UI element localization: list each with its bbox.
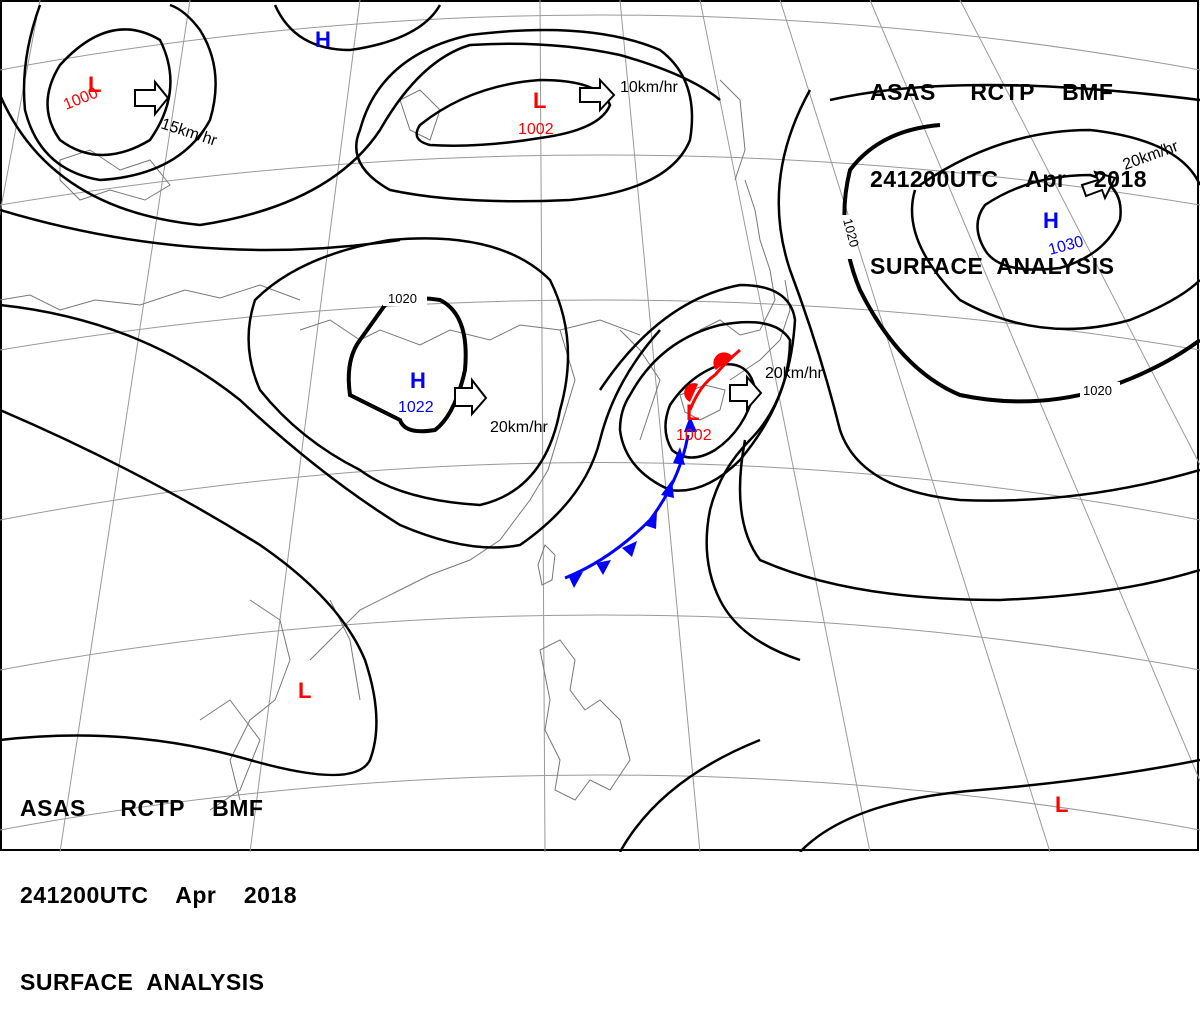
isobar-north-wide bbox=[0, 208, 401, 252]
isobar-pacific-outer3 bbox=[738, 439, 1200, 602]
header-bottom-line1: ASAS RCTP BMF bbox=[20, 795, 264, 821]
motion-arrows bbox=[134, 77, 1117, 417]
isobar-north-inner bbox=[415, 78, 612, 147]
header-bottom: ASAS RCTP BMF 241200UTC Apr 2018 SURFACE… bbox=[20, 736, 297, 1026]
isobar-label-china: 1020 bbox=[388, 291, 417, 306]
isobar-se bbox=[799, 758, 1200, 852]
isobar-china-1020 bbox=[346, 296, 468, 434]
longitude-lines bbox=[0, 0, 1200, 852]
low-symbol-north: L bbox=[533, 88, 546, 113]
arrow-high-pacific bbox=[1080, 170, 1117, 201]
high-symbol-top: H bbox=[315, 27, 331, 52]
header-bottom-line3: SURFACE ANALYSIS bbox=[20, 969, 265, 995]
isobar-sw bbox=[0, 408, 378, 777]
header-top-line2: 241200UTC Apr 2018 bbox=[870, 166, 1148, 192]
isobar-label-pacific-west: 1020 bbox=[840, 217, 862, 249]
low-symbol-indochina: L bbox=[298, 678, 311, 703]
isobar-pacific-inner bbox=[976, 173, 1122, 271]
high-symbol-pacific: H bbox=[1043, 208, 1059, 233]
motion-label-high-china: 20km/hr bbox=[490, 419, 548, 436]
arrow-high-china bbox=[454, 377, 488, 417]
low-value-nw: 1000 bbox=[61, 85, 100, 114]
low-value-japan: 1002 bbox=[676, 427, 712, 444]
header-bottom-line2: 241200UTC Apr 2018 bbox=[20, 882, 298, 908]
pressure-centers: L 1000 L 1002 H 1022 L 1002 H 1030 H L L bbox=[61, 27, 1085, 817]
low-symbol-se: L bbox=[1055, 792, 1068, 817]
isobar-nw-wide bbox=[0, 42, 721, 227]
isobar-label-pacific-south: 1020 bbox=[1083, 383, 1112, 398]
isobar-nw-inner bbox=[46, 28, 172, 157]
weather-map: 1020 1020 1020 15km/hr 10km/hr 20km/hr 2… bbox=[0, 0, 1200, 852]
isobar-se2 bbox=[618, 738, 761, 852]
map-border bbox=[0, 0, 1199, 851]
header-top-line1: ASAS RCTP BMF bbox=[870, 79, 1114, 105]
low-symbol-japan: L bbox=[686, 400, 699, 425]
isobars bbox=[0, 3, 1200, 852]
isobar-pacific-outer bbox=[829, 83, 1200, 102]
isobar-pacific-outer2 bbox=[777, 89, 1200, 502]
isobar-top-h bbox=[273, 4, 442, 52]
arrow-low-north bbox=[579, 77, 616, 113]
warm-front bbox=[684, 348, 741, 411]
isobar-north-outer bbox=[355, 28, 694, 203]
high-value-china: 1022 bbox=[398, 399, 434, 416]
header-top-line3: SURFACE ANALYSIS bbox=[870, 253, 1115, 279]
isobar-china-mid bbox=[247, 237, 570, 507]
isobar-china-outer bbox=[0, 303, 661, 549]
isobar-japan-outer bbox=[598, 283, 801, 662]
isobar-japan-mid bbox=[618, 320, 792, 492]
cold-front bbox=[564, 416, 697, 588]
high-symbol-china: H bbox=[410, 368, 426, 393]
low-value-north: 1002 bbox=[518, 121, 554, 138]
coastlines bbox=[0, 79, 791, 811]
motion-label-low-japan: 20km/hr bbox=[765, 365, 823, 382]
arrow-low-japan bbox=[729, 374, 763, 412]
isobar-pacific-mid2 bbox=[910, 189, 1200, 331]
motion-label-low-north: 10km/hr bbox=[620, 79, 678, 96]
arrow-low-nw bbox=[134, 79, 170, 117]
isobar-japan-inner bbox=[664, 363, 757, 459]
header-top: ASAS RCTP BMF 241200UTC Apr 2018 SURFACE… bbox=[870, 20, 1147, 310]
low-symbol-nw: L bbox=[88, 72, 101, 97]
isobar-pacific-mid bbox=[919, 128, 1200, 187]
isobar-nw-outer bbox=[22, 3, 217, 182]
isobar-labels: 1020 1020 1020 bbox=[383, 215, 1120, 398]
